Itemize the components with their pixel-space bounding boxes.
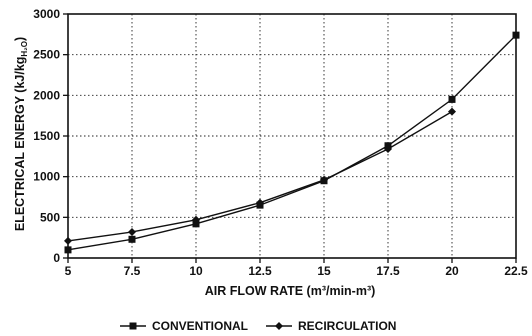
axis-ticks xyxy=(63,13,517,263)
y-axis-label-subscript: H₂O xyxy=(20,41,29,57)
y-tick-label: 1500 xyxy=(33,129,60,143)
y-tick-label: 3000 xyxy=(33,7,60,21)
data-point-recirculation xyxy=(384,145,392,154)
legend-item-conventional: CONVENTIONAL xyxy=(120,319,248,333)
y-tick-label: 0 xyxy=(53,251,60,265)
data-point-conventional xyxy=(448,95,456,103)
gridlines xyxy=(68,14,516,258)
data-point-recirculation xyxy=(256,198,264,207)
x-tick-label: 7.5 xyxy=(124,264,141,278)
data-point-conventional xyxy=(192,220,200,228)
legend-marker-recirculation xyxy=(275,322,283,330)
x-tick-label: 12.5 xyxy=(248,264,272,278)
series-group xyxy=(64,31,520,254)
x-tick-label: 10 xyxy=(189,264,203,278)
series-recirculation xyxy=(64,107,456,245)
data-point-conventional xyxy=(128,235,136,243)
legend-label-conventional: CONVENTIONAL xyxy=(152,319,248,333)
x-tick-label: 17.5 xyxy=(376,264,400,278)
data-point-recirculation xyxy=(128,227,136,236)
data-point-conventional xyxy=(64,246,72,254)
y-tick-label: 1000 xyxy=(33,170,60,184)
legend: CONVENTIONAL RECIRCULATION xyxy=(120,319,396,333)
data-point-recirculation xyxy=(320,175,328,184)
legend-label-recirculation: RECIRCULATION xyxy=(298,319,396,333)
x-axis-tick-labels: 5 7.5 10 12.5 15 17.5 20 22.5 xyxy=(65,264,528,278)
y-axis-label-main: ELECTRICAL ENERGY (kJ/kg xyxy=(13,57,27,232)
x-tick-label: 22.5 xyxy=(504,264,528,278)
data-point-conventional xyxy=(512,31,520,39)
legend-item-recirculation: RECIRCULATION xyxy=(266,319,396,333)
y-tick-label: 2000 xyxy=(33,88,60,102)
y-axis-label-close: ) xyxy=(13,37,27,41)
legend-marker-conventional xyxy=(129,322,137,330)
x-tick-label: 5 xyxy=(65,264,72,278)
data-point-recirculation xyxy=(448,107,456,116)
x-tick-label: 15 xyxy=(317,264,331,278)
x-tick-label: 20 xyxy=(445,264,459,278)
series-conventional xyxy=(64,31,520,254)
y-tick-label: 2500 xyxy=(33,48,60,62)
series-line-conventional xyxy=(67,34,517,251)
y-tick-label: 500 xyxy=(40,210,60,224)
data-point-recirculation xyxy=(192,215,200,224)
y-axis-label: ELECTRICAL ENERGY (kJ/kgH₂O) xyxy=(13,37,29,231)
data-point-recirculation xyxy=(64,236,72,245)
y-axis-tick-labels: 0 500 1000 1500 2000 2500 3000 xyxy=(33,7,60,265)
x-axis-label: AIR FLOW RATE (m³/min-m³) xyxy=(205,284,376,298)
